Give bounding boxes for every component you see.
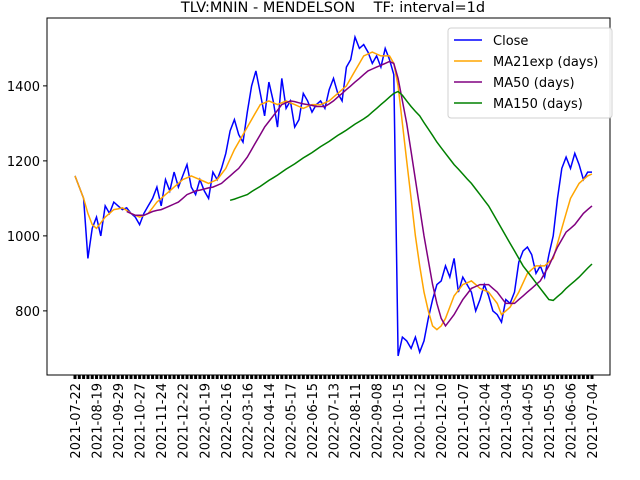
x-tick-label: 2020-12-10: [435, 383, 450, 459]
x-tick-label: 2022-03-16: [241, 383, 256, 459]
chart-title: TLV:MNIN - MENDELSON TF: interval=1d: [180, 0, 485, 16]
series-line: [74, 34, 592, 357]
x-tick-label: 2021-07-04: [586, 383, 601, 459]
x-tick-label: 2022-05-17: [284, 383, 299, 459]
x-tick-label: 2021-10-27: [134, 383, 149, 459]
legend-label: MA21exp (days): [493, 55, 598, 70]
x-tick-label: 2022-07-13: [328, 383, 343, 459]
x-tick-label: 2020-11-12: [414, 383, 429, 459]
x-tick-label: 2021-08-19: [91, 383, 106, 459]
series-line: [74, 51, 593, 331]
series-line: [126, 60, 593, 328]
x-tick-label: 2022-06-15: [306, 383, 321, 459]
x-tick-label: 2021-03-04: [500, 383, 515, 459]
x-tick-label: 2022-01-19: [198, 383, 213, 459]
legend: Close MA21exp (days) MA50 (days) MA150 (day…: [447, 27, 613, 119]
y-tick-label: 1000: [7, 230, 40, 245]
x-tick-label: 2022-08-11: [349, 383, 364, 459]
x-tick-label: 2022-04-14: [263, 383, 278, 459]
x-tick-label: 2020-10-15: [392, 383, 407, 459]
x-tick-label: 2021-04-05: [521, 383, 536, 459]
legend-label: MA150 (days): [493, 97, 583, 112]
legend-label: MA50 (days): [493, 76, 575, 91]
x-tick-label: 2022-09-08: [371, 383, 386, 459]
x-tick-label: 2021-11-24: [155, 383, 170, 459]
x-tick-label: 2021-01-07: [457, 383, 472, 459]
series-line: [229, 90, 593, 302]
x-tick-label: 2022-02-16: [220, 383, 235, 459]
legend-box: [447, 27, 613, 119]
x-tick-label: 2021-12-22: [177, 383, 192, 459]
x-tick-label: 2021-05-05: [543, 383, 558, 459]
x-tick-label: 2021-07-22: [69, 383, 84, 459]
x-tick-label: 2021-02-04: [478, 383, 493, 459]
x-tick-label: 2021-09-29: [112, 383, 127, 459]
y-tick-label: 1200: [7, 155, 40, 170]
x-tick-label: 2021-06-06: [564, 383, 579, 459]
legend-label: Close: [493, 34, 528, 49]
y-tick-label: 800: [15, 305, 40, 320]
y-tick-label: 1400: [7, 80, 40, 95]
